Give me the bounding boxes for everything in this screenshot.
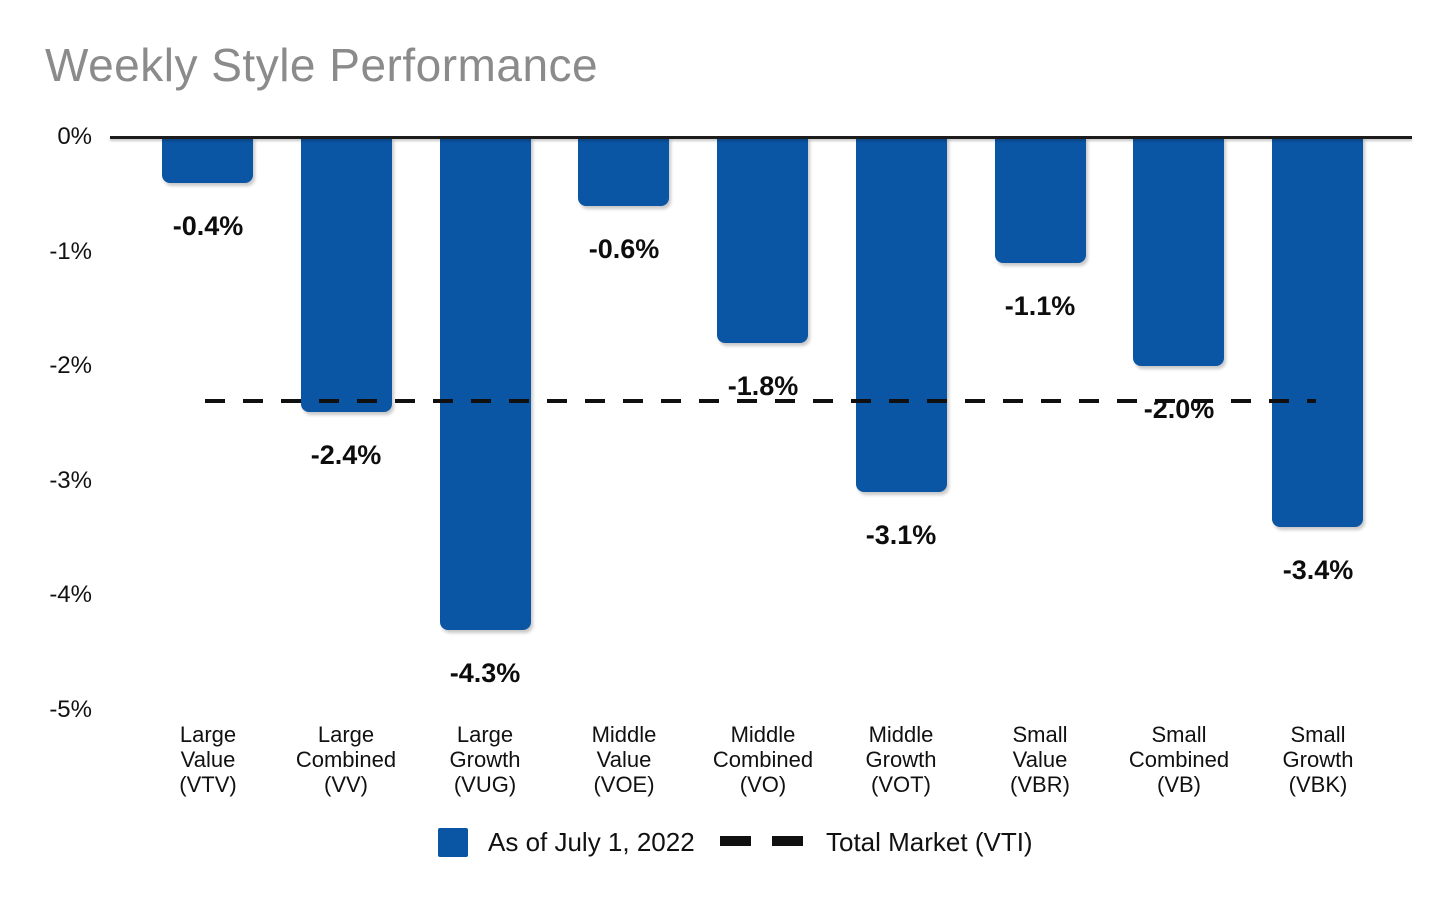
category-label-line: (VO) (739, 772, 787, 797)
category-label: Large Combined (VV) (271, 722, 421, 797)
category-label: Middle Growth (VOT) (826, 722, 976, 797)
category-label-line: Value (1012, 747, 1068, 772)
category-label-line: Large (456, 722, 514, 747)
category-label-line: Combined (712, 747, 814, 772)
category-label-line: Growth (1282, 747, 1354, 772)
bar-value-label: -2.4% (310, 440, 382, 470)
bar (301, 137, 392, 412)
legend-reference-label: Total Market (VTI) (826, 827, 1033, 857)
y-axis-tick-label: -4% (49, 581, 92, 608)
x-axis-zero-line (110, 135, 1412, 139)
legend-series-label: As of July 1, 2022 (488, 827, 695, 857)
y-axis-tick-label: -2% (49, 352, 92, 379)
bar-value-label: -4.3% (449, 658, 521, 688)
bar (856, 137, 947, 492)
category-label: Middle Value (VOE) (549, 722, 699, 797)
category-label-line: Small (1290, 722, 1346, 747)
bar (1272, 137, 1363, 527)
category-label-line: (VOT) (871, 772, 931, 797)
category-label-line: (VUG) (453, 772, 517, 797)
category-label: Small Value (VBR) (965, 722, 1115, 797)
category-label-line: (VBK) (1288, 772, 1348, 797)
bar-value-label: -2.0% (1143, 394, 1215, 424)
bar (995, 137, 1086, 263)
category-label-line: Small (1151, 722, 1207, 747)
y-axis-tick-label: -3% (49, 467, 92, 494)
category-label-line: (VOE) (593, 772, 655, 797)
category-label-line: Combined (1128, 747, 1230, 772)
y-axis-tick-label: -1% (49, 238, 92, 265)
category-label-line: Large (179, 722, 237, 747)
category-label-line: Value (180, 747, 236, 772)
category-label-line: Small (1012, 722, 1068, 747)
category-label-line: (VTV) (179, 772, 237, 797)
bar (717, 137, 808, 343)
bar-value-label: -1.1% (1004, 291, 1076, 321)
category-label-line: Middle (868, 722, 934, 747)
category-label-line: Middle (730, 722, 796, 747)
bar (440, 137, 531, 630)
category-label: Small Combined (VB) (1104, 722, 1254, 797)
category-label-line: (VBR) (1010, 772, 1070, 797)
reference-dashed-line (205, 399, 1316, 403)
bar-value-label: -1.8% (727, 371, 799, 401)
category-label-line: (VV) (324, 772, 368, 797)
bar-value-label: -0.4% (172, 211, 244, 241)
bar (1133, 137, 1224, 366)
bar (162, 137, 253, 183)
category-label-line: Large (317, 722, 375, 747)
page-title: Weekly Style Performance (45, 39, 599, 91)
category-label: Middle Combined (VO) (688, 722, 838, 797)
category-label-line: Growth (865, 747, 937, 772)
category-label-line: Value (596, 747, 652, 772)
bar (578, 137, 669, 206)
category-label-line: Combined (295, 747, 397, 772)
legend-series-swatch-icon (438, 828, 468, 857)
legend-dash-icon (772, 836, 803, 846)
category-label-line: (VB) (1157, 772, 1201, 797)
category-label-line: Middle (591, 722, 657, 747)
y-axis-tick-label: -5% (49, 696, 92, 723)
bar-value-label: -3.4% (1282, 555, 1354, 585)
bar-value-label: -3.1% (865, 520, 937, 550)
y-axis-tick-label: 0% (57, 123, 92, 150)
category-label: Small Growth (VBK) (1243, 722, 1393, 797)
category-label: Large Value (VTV) (133, 722, 283, 797)
category-label-line: Growth (449, 747, 521, 772)
category-label: Large Growth (VUG) (410, 722, 560, 797)
bar-value-label: -0.6% (588, 234, 660, 264)
legend-dash-icon (720, 836, 751, 846)
